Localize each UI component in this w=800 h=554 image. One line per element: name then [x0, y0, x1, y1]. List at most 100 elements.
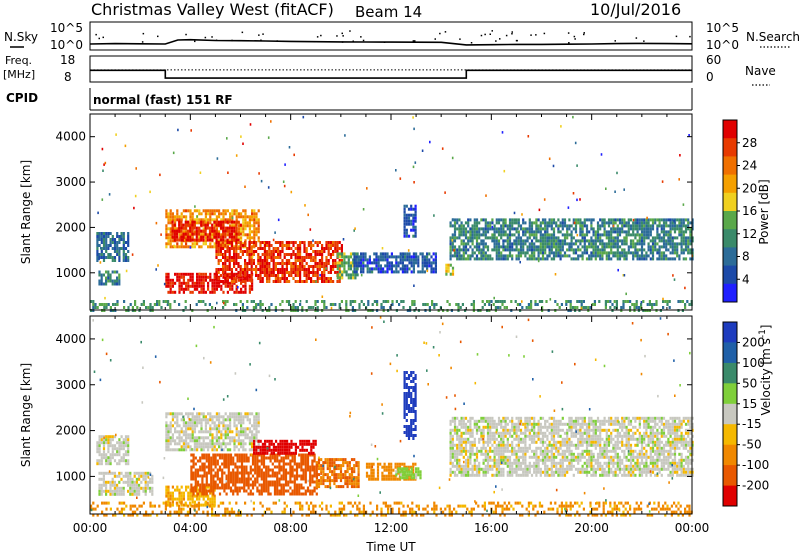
power-cell	[393, 255, 396, 259]
power-cell	[561, 221, 564, 225]
power-cell	[406, 252, 409, 256]
power-cell	[577, 248, 580, 252]
velocity-cell	[198, 494, 201, 498]
power-cell	[410, 219, 413, 223]
velocity-cell	[233, 448, 236, 452]
colorbar-swatch	[723, 120, 737, 139]
station-title: Christmas Valley West (fitACF)	[91, 0, 334, 19]
power-cell	[506, 257, 509, 261]
nsearch-dot	[495, 40, 497, 42]
power-cell	[219, 244, 222, 247]
velocity-cell	[171, 415, 174, 419]
power-cell	[294, 265, 297, 268]
power-speckle	[452, 218, 454, 221]
velocity-cell	[240, 459, 244, 463]
power-cell	[244, 284, 247, 288]
velocity-cell	[176, 412, 179, 416]
velocity-cell	[223, 462, 226, 466]
power-cell	[336, 280, 339, 283]
velocity-cell	[282, 486, 285, 490]
power-speckle	[503, 169, 506, 173]
velocity-cell	[176, 497, 179, 501]
velocity-cell	[165, 433, 168, 437]
power-speckle	[433, 214, 435, 217]
power-cell	[336, 267, 339, 271]
power-cell	[307, 277, 310, 280]
power-cell	[395, 300, 398, 303]
power-cell	[235, 241, 238, 244]
velocity-cell	[196, 480, 200, 484]
power-cell	[598, 300, 601, 303]
velocity-cell	[214, 480, 217, 484]
power-speckle	[552, 164, 555, 168]
power-cell	[257, 268, 260, 271]
power-cell	[557, 224, 560, 228]
power-cell	[182, 281, 185, 285]
velocity-cell	[267, 471, 270, 475]
power-cell	[453, 224, 457, 228]
power-cell	[379, 255, 382, 259]
power-speckle	[672, 274, 674, 277]
power-cell	[524, 239, 527, 243]
velocity-cell	[260, 474, 263, 478]
power-cell	[336, 264, 339, 268]
velocity-cell	[210, 477, 213, 481]
power-cell	[263, 250, 266, 253]
power-cell	[200, 212, 203, 216]
power-cell	[645, 224, 648, 228]
power-cell	[217, 232, 220, 236]
power-cell	[228, 229, 231, 233]
power-cell	[244, 259, 247, 262]
power-cell	[632, 230, 635, 234]
velocity-cell	[256, 459, 259, 463]
nave-label: Nave	[745, 64, 776, 78]
power-cell	[226, 274, 229, 277]
power-cell	[621, 242, 624, 246]
power-speckle	[299, 300, 302, 303]
velocity-cell	[229, 462, 233, 466]
velocity-cell	[105, 492, 108, 496]
power-cell	[574, 306, 577, 309]
power-cell	[647, 218, 650, 222]
power-cell	[305, 256, 308, 259]
power-speckle	[312, 239, 314, 242]
velocity-cell	[257, 418, 260, 422]
power-cell	[391, 300, 394, 303]
power-cell	[341, 255, 344, 259]
power-cell	[305, 247, 308, 250]
velocity-cell	[242, 427, 245, 431]
velocity-cell	[229, 474, 233, 478]
power-cell	[274, 250, 277, 253]
power-cell	[610, 236, 613, 240]
velocity-cell	[200, 445, 203, 449]
power-cell	[341, 273, 344, 277]
velocity-cell	[222, 439, 225, 443]
power-cell	[193, 223, 196, 227]
power-cell	[689, 257, 692, 261]
velocity-cell	[304, 480, 307, 484]
power-cell	[204, 209, 207, 213]
power-cell	[229, 224, 232, 228]
power-cell	[405, 231, 408, 235]
power-cell	[500, 254, 503, 258]
velocity-cell	[236, 486, 239, 490]
velocity-cell	[284, 489, 288, 493]
power-cell	[167, 212, 170, 216]
velocity-cell	[244, 415, 247, 419]
power-cell	[603, 248, 606, 252]
power-cell	[124, 253, 128, 256]
velocity-cell	[180, 418, 183, 422]
power-cell	[202, 300, 205, 303]
nsearch-dot	[511, 33, 513, 35]
velocity-cell	[218, 427, 221, 431]
velocity-cell	[201, 480, 204, 484]
power-cell	[645, 251, 648, 255]
velocity-cell	[182, 439, 185, 443]
velocity-cell	[216, 453, 219, 457]
power-cell	[634, 242, 637, 246]
power-cell	[526, 248, 529, 252]
power-cell	[288, 253, 291, 256]
power-cell	[102, 256, 106, 259]
nsearch-dot	[258, 34, 260, 36]
power-cell	[248, 247, 251, 250]
